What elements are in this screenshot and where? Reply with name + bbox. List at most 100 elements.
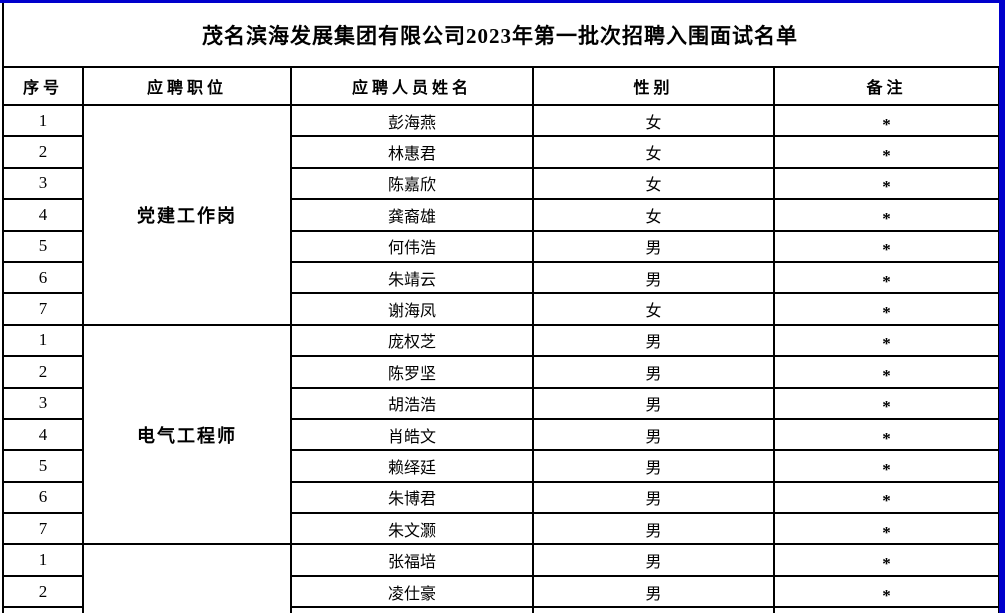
remark-asterisk: * (882, 459, 891, 479)
seq-cell: 2 (2, 574, 84, 609)
gender-cell: 女 (532, 135, 775, 169)
gender-cell: 女 (532, 166, 775, 201)
gender-cell: 女 (532, 292, 775, 326)
remark-cell: * (773, 198, 1000, 232)
table-row: 5 何伟浩 男 * (2, 229, 1000, 263)
gender-cell: 男 (532, 512, 775, 546)
table-row: 7 谢海凤 女 * (2, 292, 1000, 326)
name-cell: 陈嘉欣 (290, 166, 534, 201)
remark-cell: * (773, 449, 1000, 483)
name-cell: 胡浩浩 (290, 386, 534, 420)
table-row: 1 党建工作岗 彭海燕 女 * (2, 103, 1000, 326)
table-row: 3 陈嘉欣 女 * (2, 166, 1000, 201)
remark-asterisk: * (882, 334, 891, 354)
remark-asterisk: * (882, 491, 891, 511)
remark-asterisk: * (882, 114, 891, 134)
name-cell: 朱文灏 (290, 512, 534, 546)
gender-cell: 男 (532, 229, 775, 263)
remark-asterisk: * (882, 365, 891, 385)
seq-cell: 3 (2, 386, 84, 420)
name-cell: 张福培 (290, 543, 534, 577)
gender-cell: 男 (532, 417, 775, 452)
name-cell: 赖绎廷 (290, 449, 534, 483)
seq-cell (2, 606, 84, 613)
gender-cell: 男 (532, 449, 775, 483)
header-name: 应聘人员姓名 (290, 66, 534, 106)
seq-cell: 7 (2, 292, 84, 326)
remark-cell: * (773, 480, 1000, 515)
remark-asterisk: * (882, 397, 891, 417)
header-remark: 备注 (773, 66, 1000, 106)
name-cell: 肖皓文 (290, 417, 534, 452)
remark-asterisk: * (882, 177, 891, 197)
gender-cell: 男 (532, 480, 775, 515)
seq-cell: 5 (2, 449, 84, 483)
position-cell: 党建工作岗 (82, 104, 292, 326)
gender-cell: 男 (532, 543, 775, 577)
remark-asterisk: * (882, 428, 891, 448)
name-cell (290, 606, 534, 613)
table-row: 7 朱文灏 男 * (2, 512, 1000, 546)
remark-cell: * (773, 417, 1000, 452)
name-cell: 庞权芝 (290, 323, 534, 358)
table-row: 1 电气工程师 庞权芝 男 * (2, 323, 1000, 546)
header-gender: 性别 (532, 66, 775, 106)
page-title: 茂名滨海发展集团有限公司2023年第一批次招聘入围面试名单 (202, 23, 798, 48)
name-cell: 林惠君 (290, 135, 534, 169)
seq-cell: 2 (2, 355, 84, 389)
name-cell: 龚裔雄 (290, 198, 534, 232)
remark-cell (773, 606, 1000, 613)
viewport-border-right (999, 0, 1005, 613)
gender-cell: 女 (532, 198, 775, 232)
remark-asterisk: * (882, 554, 891, 574)
remark-asterisk: * (882, 271, 891, 291)
seq-cell: 3 (2, 166, 84, 201)
name-cell: 彭海燕 (290, 103, 534, 138)
header-row: 序号 应聘职位 应聘人员姓名 性别 备注 (2, 66, 1000, 106)
seq-cell: 1 (2, 543, 84, 577)
gender-cell: 男 (532, 574, 775, 609)
position-cell (82, 543, 292, 613)
position-cell: 电气工程师 (82, 323, 292, 546)
gender-cell: 女 (532, 103, 775, 138)
table-row: 2 凌仕豪 男 * (2, 574, 1000, 609)
seq-cell: 5 (2, 229, 84, 263)
name-cell: 朱博君 (290, 480, 534, 515)
header-seq: 序号 (2, 66, 84, 106)
remark-asterisk: * (882, 146, 891, 166)
gender-cell (532, 606, 775, 613)
name-cell: 朱靖云 (290, 260, 534, 295)
name-cell: 陈罗坚 (290, 355, 534, 389)
gender-cell: 男 (532, 323, 775, 358)
remark-asterisk: * (882, 522, 891, 542)
gender-cell: 男 (532, 355, 775, 389)
remark-cell: * (773, 574, 1000, 609)
gender-cell: 男 (532, 260, 775, 295)
remark-asterisk: * (882, 303, 891, 323)
table-row: 1 张福培 男 * (2, 543, 1000, 613)
remark-cell: * (773, 229, 1000, 263)
seq-cell: 1 (2, 103, 84, 138)
remark-cell: * (773, 166, 1000, 201)
remark-cell: * (773, 512, 1000, 546)
name-cell: 谢海凤 (290, 292, 534, 326)
table-row: 5 赖绎廷 男 * (2, 449, 1000, 483)
name-cell: 凌仕豪 (290, 574, 534, 609)
table-row: 6 朱靖云 男 * (2, 260, 1000, 295)
table-row: 3 胡浩浩 男 * (2, 386, 1000, 420)
seq-cell: 7 (2, 512, 84, 546)
remark-cell: * (773, 260, 1000, 295)
seq-cell: 6 (2, 480, 84, 515)
remark-cell: * (773, 135, 1000, 169)
viewport-border-top (0, 0, 1005, 3)
table-row: 4 龚裔雄 女 * (2, 198, 1000, 232)
remark-cell: * (773, 103, 1000, 138)
remark-asterisk: * (882, 240, 891, 260)
remark-asterisk: * (882, 208, 891, 228)
name-cell: 何伟浩 (290, 229, 534, 263)
seq-cell: 4 (2, 417, 84, 452)
table-row: 4 肖皓文 男 * (2, 417, 1000, 452)
remark-cell: * (773, 292, 1000, 326)
remark-cell: * (773, 543, 1000, 577)
